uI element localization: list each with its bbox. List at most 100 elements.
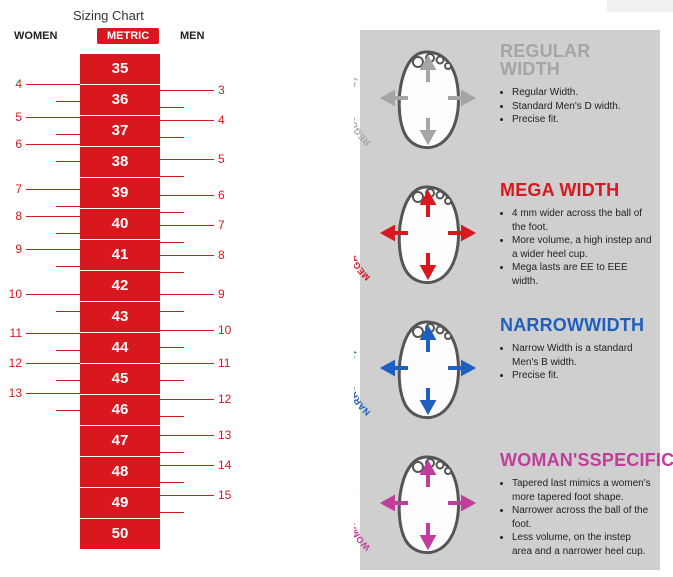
men-size-label: 7 bbox=[218, 218, 225, 232]
width-bullet: Narrow Width is a standard Men's B width… bbox=[512, 342, 652, 369]
men-size-label: 15 bbox=[218, 488, 231, 502]
women-size-label: 9 bbox=[8, 242, 22, 256]
width-bullets-woman: Tapered last mimics a women's more taper… bbox=[500, 477, 652, 558]
metric-cell: 41 bbox=[80, 239, 160, 270]
width-bullet: Standard Men's D width. bbox=[512, 100, 652, 114]
metric-cell: 42 bbox=[80, 270, 160, 301]
tick-mark bbox=[160, 399, 214, 400]
tick-mark bbox=[26, 363, 80, 364]
men-size-label: 9 bbox=[218, 287, 225, 301]
tick-mark-short bbox=[160, 212, 184, 213]
foot-icon bbox=[368, 173, 488, 293]
tick-mark bbox=[160, 255, 214, 256]
width-title-woman: WOMAN'SSPECIFIC bbox=[500, 451, 673, 469]
men-size-label: 13 bbox=[218, 428, 231, 442]
tick-mark-short bbox=[56, 101, 80, 102]
tick-mark bbox=[160, 159, 214, 160]
chart-scale: 35363738394041424344454647484950 4567891… bbox=[0, 54, 250, 534]
width-bullet: Precise fit. bbox=[512, 369, 652, 383]
tick-mark bbox=[160, 225, 214, 226]
tick-mark bbox=[26, 189, 80, 190]
tick-mark-short bbox=[160, 176, 184, 177]
metric-cell: 35 bbox=[80, 54, 160, 84]
women-size-label: 8 bbox=[8, 209, 22, 223]
metric-cell: 45 bbox=[80, 363, 160, 394]
tick-mark bbox=[26, 84, 80, 85]
men-size-label: 12 bbox=[218, 392, 231, 406]
women-size-label: 5 bbox=[8, 110, 22, 124]
width-descriptions-panel: REGULAR LAST REGULARWIDTH Regular Width.… bbox=[360, 30, 660, 570]
width-title-regular: REGULARWIDTH bbox=[500, 42, 590, 78]
tick-mark bbox=[26, 117, 80, 118]
men-size-label: 5 bbox=[218, 152, 225, 166]
women-size-label: 7 bbox=[8, 182, 22, 196]
women-size-label: 10 bbox=[8, 287, 22, 301]
width-block-regular: REGULAR LAST REGULARWIDTH Regular Width.… bbox=[360, 30, 660, 165]
width-bullet: 4 mm wider across the ball of the foot. bbox=[512, 207, 652, 234]
men-size-label: 14 bbox=[218, 458, 231, 472]
chart-headers: WOMEN METRIC MEN bbox=[0, 30, 250, 50]
men-size-label: 4 bbox=[218, 113, 225, 127]
width-block-narrow: NARROW LAST NARROWWIDTH Narrow Width is … bbox=[360, 300, 660, 435]
metric-cell: 37 bbox=[80, 115, 160, 146]
metric-cell: 44 bbox=[80, 332, 160, 363]
page-title: Sizing Chart bbox=[73, 8, 144, 23]
tick-mark bbox=[26, 216, 80, 217]
tick-mark-short bbox=[160, 416, 184, 417]
foot-icon bbox=[368, 443, 488, 563]
metric-cell: 43 bbox=[80, 301, 160, 332]
tick-mark-short bbox=[160, 137, 184, 138]
width-title-narrow: NARROWWIDTH bbox=[500, 316, 644, 334]
metric-cell: 49 bbox=[80, 487, 160, 518]
foot-icon bbox=[368, 308, 488, 428]
tick-mark bbox=[160, 120, 214, 121]
width-bullet: Less volume, on the instep area and a na… bbox=[512, 531, 652, 558]
tick-mark-short bbox=[56, 311, 80, 312]
men-size-label: 6 bbox=[218, 188, 225, 202]
tick-mark-short bbox=[160, 272, 184, 273]
metric-cell: 39 bbox=[80, 177, 160, 208]
tick-mark-short bbox=[160, 107, 184, 108]
tick-mark bbox=[26, 294, 80, 295]
width-bullet: Tapered last mimics a women's more taper… bbox=[512, 477, 652, 504]
tick-mark-short bbox=[56, 266, 80, 267]
metric-cell: 47 bbox=[80, 425, 160, 456]
width-bullet: Precise fit. bbox=[512, 113, 652, 127]
width-bullet: Regular Width. bbox=[512, 86, 652, 100]
tick-mark bbox=[26, 249, 80, 250]
foot-icon bbox=[368, 38, 488, 158]
width-bullets-regular: Regular Width.Standard Men's D width.Pre… bbox=[500, 86, 652, 127]
tick-mark bbox=[160, 435, 214, 436]
metric-cell: 50 bbox=[80, 518, 160, 549]
women-size-label: 6 bbox=[8, 137, 22, 151]
metric-cell: 36 bbox=[80, 84, 160, 115]
width-bullet: Mega lasts are EE to EEE width. bbox=[512, 261, 652, 288]
header-metric: METRIC bbox=[97, 28, 159, 44]
tick-mark-short bbox=[56, 161, 80, 162]
tick-mark-short bbox=[56, 410, 80, 411]
men-size-label: 11 bbox=[218, 356, 230, 370]
women-size-label: 12 bbox=[8, 356, 22, 370]
tick-mark bbox=[26, 144, 80, 145]
men-size-label: 3 bbox=[218, 83, 225, 97]
metric-cell: 40 bbox=[80, 208, 160, 239]
header-men: MEN bbox=[180, 30, 204, 42]
sizing-chart: WOMEN METRIC MEN 35363738394041424344454… bbox=[0, 30, 250, 570]
metric-column: 35363738394041424344454647484950 bbox=[80, 54, 160, 549]
tick-mark bbox=[160, 495, 214, 496]
tick-mark bbox=[160, 363, 214, 364]
women-size-label: 4 bbox=[8, 77, 22, 91]
tick-mark-short bbox=[56, 380, 80, 381]
tick-mark-short bbox=[56, 350, 80, 351]
women-size-label: 11 bbox=[8, 326, 22, 340]
tick-mark bbox=[160, 294, 214, 295]
metric-cell: 48 bbox=[80, 456, 160, 487]
tick-mark-short bbox=[160, 512, 184, 513]
header-women: WOMEN bbox=[14, 30, 57, 42]
width-block-woman: WOMAN LAST WOMAN'SSPECIFIC Tapered last … bbox=[360, 435, 660, 570]
page-root: Sizing Chart WOMEN METRIC MEN 3536373839… bbox=[0, 0, 673, 577]
width-title-mega: MEGA WIDTH bbox=[500, 181, 619, 199]
tick-mark-short bbox=[160, 311, 184, 312]
metric-cell: 46 bbox=[80, 394, 160, 425]
tick-mark-short bbox=[160, 380, 184, 381]
